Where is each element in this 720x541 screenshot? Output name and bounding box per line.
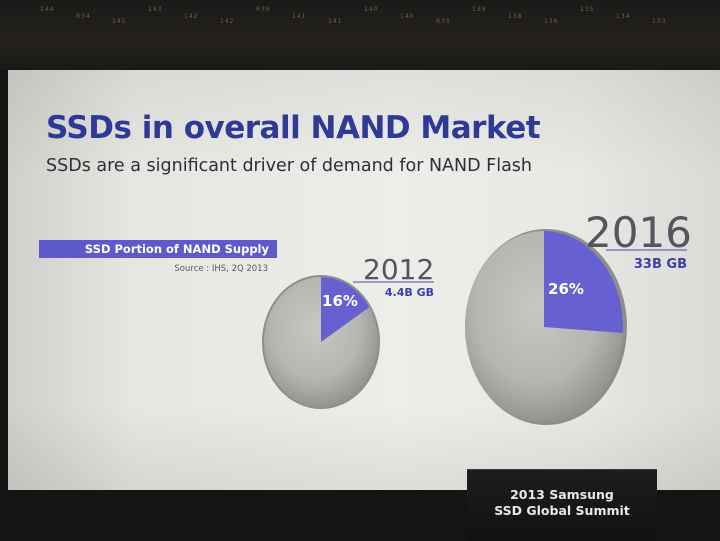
ceiling-seat-label: 140 [400, 13, 415, 20]
ceiling-seat-label: 143 [148, 6, 163, 13]
pie-2016: 26% 2016 33B GB [465, 208, 692, 425]
projection-screen: SSDs in overall NAND Market SSDs are a s… [8, 70, 720, 490]
podium-line-2: SSD Global Summit [494, 503, 630, 518]
pie-2012-ssd-label: 16% [322, 292, 358, 310]
ceiling-seat-label: 144 [40, 6, 55, 13]
pie-2012-ssd-slice [321, 277, 370, 342]
ceiling-seat-label: 135 [580, 6, 595, 13]
ceiling-seat-label: 136 [544, 18, 559, 25]
ceiling-seat-label: 134 [616, 13, 631, 20]
ceiling-seat-label: R35 [436, 18, 451, 25]
pie-2012: 16% 2012 4.4B GB [262, 253, 434, 409]
ceiling-seat-label: 133 [652, 18, 667, 25]
legend-bar: SSD Portion of NAND Supply [39, 240, 277, 258]
ceiling-seat-label: 145 [112, 18, 127, 25]
ceiling-seat-label: 141 [328, 18, 343, 25]
slide-subtitle: SSDs are a significant driver of demand … [46, 156, 533, 176]
ceiling-seat-label: 138 [508, 13, 523, 20]
pie-2012-year: 2012 [363, 253, 434, 286]
pie-2012-total: 4.4B GB [385, 286, 434, 299]
pie-2016-ssd-label: 26% [548, 280, 584, 298]
ceiling-seat-label: R34 [76, 13, 91, 20]
ceiling-seat-label: 141 [292, 13, 307, 20]
ceiling-seat-label: 140 [364, 6, 379, 13]
pie-charts: 16% 2012 4.4B GB 26% 2016 33B GB [262, 208, 692, 425]
ceiling-seat-label: 142 [220, 18, 235, 25]
podium-sign: 2013 Samsung SSD Global Summit [467, 487, 657, 519]
auditorium-ceiling: 144 R34 145 143 142 142 R36 141 141 140 140 R35 139 1… [0, 0, 720, 70]
ceiling-seat-labels: 144 R34 145 143 142 142 R36 141 141 140 140 R35 139 1… [0, 4, 720, 28]
ceiling-seat-label: 142 [184, 13, 199, 20]
pie-2016-total: 33B GB [634, 257, 687, 272]
ceiling-seat-label: R36 [256, 6, 271, 13]
pie-2016-year: 2016 [585, 208, 692, 257]
podium-line-1: 2013 Samsung [510, 487, 614, 502]
pie-2016-ssd-slice [544, 231, 623, 333]
slide-title: SSDs in overall NAND Market [46, 110, 541, 146]
podium: 2013 Samsung SSD Global Summit [467, 469, 657, 541]
source-note: Source : IHS, 2Q 2013 [174, 264, 268, 274]
ceiling-seat-label: 139 [472, 6, 487, 13]
